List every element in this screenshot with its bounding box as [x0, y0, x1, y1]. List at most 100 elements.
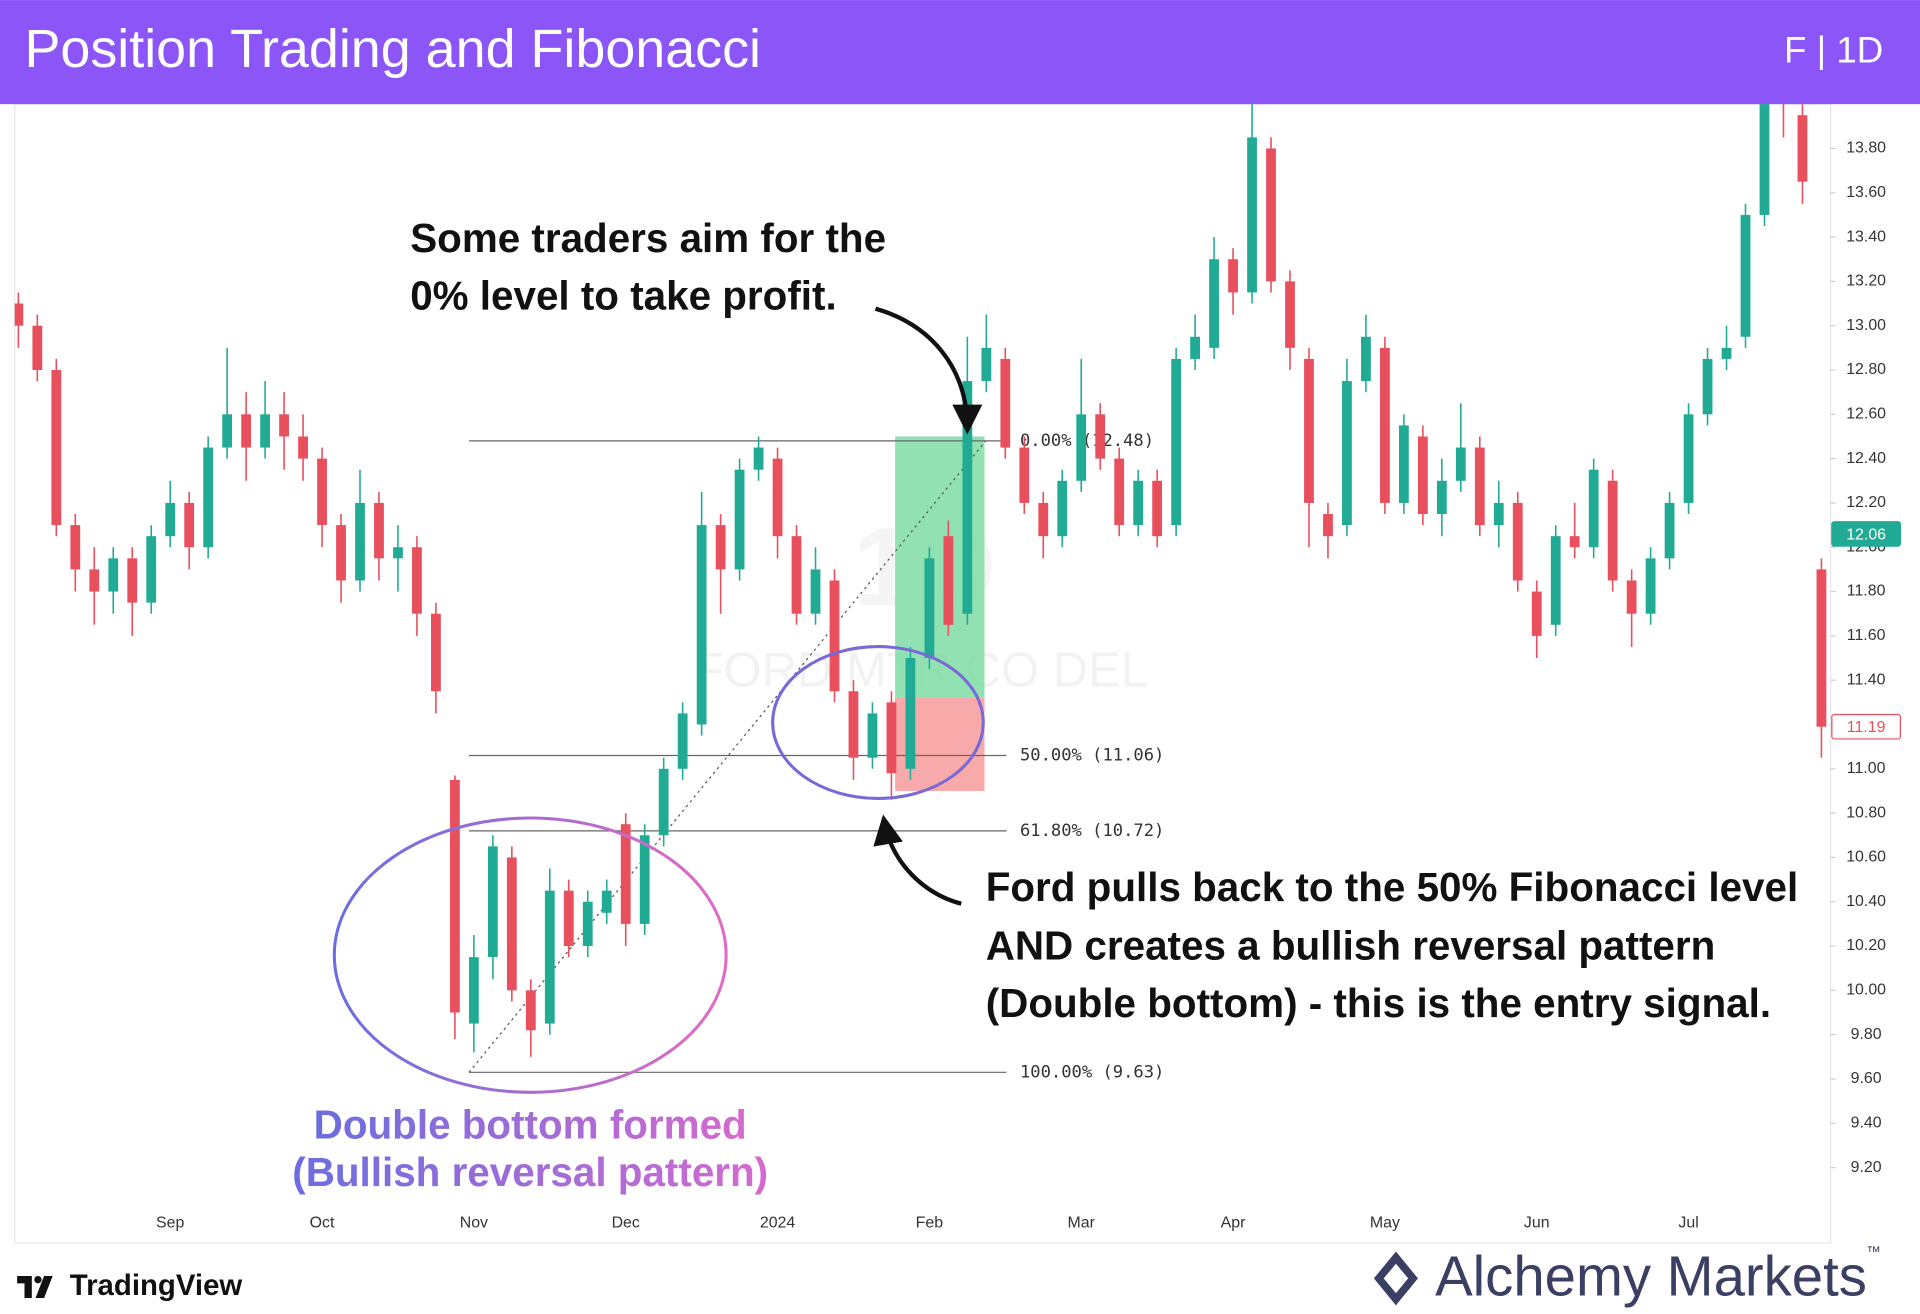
candle-body	[431, 613, 441, 692]
candle-body	[241, 414, 252, 448]
platform-name: TradingView	[70, 1269, 243, 1302]
price-badge-label: 12.06	[1846, 526, 1886, 543]
y-tick-label: 10.00	[1846, 982, 1886, 999]
y-tick-label: 10.80	[1846, 804, 1886, 821]
x-tick-label: Jul	[1678, 1215, 1698, 1232]
candle-body	[298, 436, 308, 459]
fib-label: 50.00% (11.06)	[1020, 746, 1164, 766]
x-tick-label: May	[1370, 1215, 1400, 1232]
candle-body	[14, 303, 24, 326]
candle-body	[1721, 347, 1732, 359]
annotation: Double bottom formed	[314, 1101, 747, 1147]
x-tick-label: 2024	[760, 1215, 796, 1232]
candle-body	[260, 414, 270, 448]
title: Position Trading and Fibonacci	[24, 19, 761, 79]
x-tick-label: Dec	[612, 1215, 640, 1232]
double-bottom-ellipse	[332, 816, 728, 1094]
candle-body	[1000, 358, 1011, 448]
candle-body	[1171, 358, 1182, 526]
y-tick-label: 13.60	[1846, 184, 1886, 201]
candle-body	[1493, 502, 1504, 526]
candle-body	[1512, 502, 1523, 581]
candle-body	[677, 713, 688, 769]
candle-body	[203, 447, 214, 548]
candle-body	[981, 347, 992, 382]
candle-body	[1550, 536, 1561, 625]
annotation: 0% level to take profit.	[410, 273, 836, 319]
annotation: AND creates a bullish reversal pattern	[986, 923, 1716, 969]
candle-body	[355, 502, 365, 581]
candle-body	[51, 370, 62, 526]
y-tick-label: 12.60	[1846, 406, 1886, 423]
candle-body	[1019, 447, 1030, 503]
candle-body	[962, 381, 973, 614]
candle-body	[810, 569, 821, 614]
y-tick-label: 10.40	[1846, 893, 1886, 910]
candle-body	[943, 536, 954, 625]
candle-body	[1228, 259, 1238, 293]
candle-body	[1361, 336, 1371, 382]
x-tick-label: Mar	[1068, 1215, 1096, 1232]
candle-body	[1626, 580, 1637, 614]
broker-name: Alchemy Markets	[1435, 1245, 1867, 1308]
candle-body	[412, 547, 422, 614]
candle-body	[1455, 447, 1466, 481]
candle-body	[601, 890, 612, 913]
price-badge	[1831, 713, 1902, 740]
header-bar	[0, 0, 1920, 105]
candle-body	[1304, 358, 1314, 503]
y-tick-label: 11.80	[1847, 583, 1886, 600]
candle-body	[886, 702, 897, 774]
candle-body	[1323, 514, 1333, 537]
x-tick-label: Sep	[156, 1215, 184, 1232]
subtitle: F | 1D	[1784, 29, 1883, 70]
candle-body	[867, 713, 878, 758]
candle-body	[734, 469, 745, 570]
candle-body	[1588, 469, 1599, 548]
candle-body	[582, 901, 593, 947]
candle-body	[1645, 558, 1656, 614]
candle-body	[1095, 414, 1106, 459]
y-tick-label: 9.40	[1851, 1114, 1882, 1131]
price-badge	[1831, 521, 1902, 547]
candle-body	[89, 569, 100, 592]
candle-body	[336, 525, 346, 581]
y-tick-label: 11.60	[1847, 627, 1886, 644]
y-tick-label: 12.40	[1846, 450, 1886, 467]
tradingview-mark-dot	[34, 1275, 42, 1284]
candle-body	[1038, 502, 1049, 537]
candle-body	[317, 458, 327, 526]
candle-body	[829, 580, 840, 692]
candle-body	[468, 957, 479, 1024]
candle-body	[393, 547, 403, 559]
fib-layer: 0.00% (12.48) 50.00% (11.06) 61.80% (10.72…	[468, 431, 1164, 1082]
y-tick-label: 13.20	[1846, 273, 1886, 290]
candle-body	[1436, 480, 1447, 515]
tradingview-logo: TradingView	[17, 1269, 242, 1302]
candle-body	[1398, 425, 1409, 503]
candle-body	[1474, 447, 1485, 526]
candle-body	[1190, 336, 1200, 359]
candle-body	[715, 525, 726, 570]
y-tick-label: 12.80	[1846, 361, 1886, 378]
candle-body	[487, 846, 498, 958]
y-tick-label: 9.60	[1851, 1070, 1882, 1087]
fib-trend-line	[468, 440, 987, 1073]
candle-body	[1664, 502, 1675, 559]
candle-body	[1740, 214, 1751, 337]
candle-body	[506, 857, 517, 991]
candle-body	[1683, 414, 1694, 503]
annotation: (Bullish reversal pattern)	[292, 1149, 768, 1195]
y-tick-label: 13.00	[1846, 317, 1886, 334]
candle-body	[1702, 358, 1713, 415]
candle-body	[127, 558, 138, 603]
candle-body	[32, 325, 43, 371]
candle-body	[1247, 137, 1257, 293]
candle-body	[165, 502, 176, 537]
x-tick-label: Jun	[1524, 1215, 1550, 1232]
candle-body	[772, 458, 783, 537]
candle-body	[1797, 115, 1808, 182]
y-tick-label: 10.60	[1846, 849, 1886, 866]
candle-body	[1114, 458, 1125, 526]
